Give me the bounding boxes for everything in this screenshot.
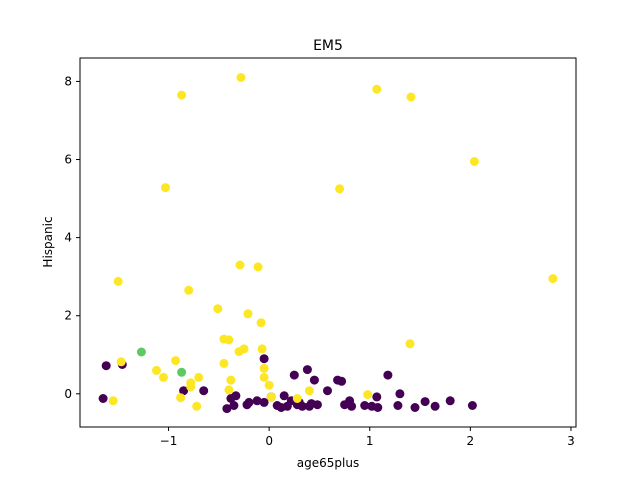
x-tick-label: 3 (567, 434, 575, 448)
data-point (337, 376, 347, 386)
data-point (244, 397, 254, 407)
data-point (179, 386, 189, 396)
y-tick-label: 6 (64, 153, 72, 167)
data-point (373, 403, 383, 412)
data-point (259, 397, 269, 407)
data-point (395, 389, 405, 399)
data-point (116, 357, 126, 367)
data-point (347, 401, 357, 411)
x-tick-label: 1 (366, 434, 374, 448)
data-point (192, 401, 202, 411)
data-point (229, 401, 239, 410)
data-point (264, 380, 274, 390)
data-point (98, 394, 108, 403)
data-point (222, 404, 232, 414)
data-point (236, 73, 246, 82)
data-point (259, 372, 269, 382)
data-point (101, 361, 111, 371)
data-point (312, 400, 322, 410)
data-point (159, 372, 168, 382)
data-point (136, 347, 146, 357)
data-point (226, 375, 236, 385)
x-axis-label: age65plus (297, 456, 359, 470)
y-tick-label: 0 (64, 387, 72, 401)
data-point (161, 183, 170, 193)
data-point (302, 365, 312, 375)
data-point (309, 375, 319, 385)
y-axis-label: Hispanic (41, 216, 55, 267)
data-point (335, 184, 345, 194)
data-point (186, 382, 196, 392)
data-point (383, 370, 393, 380)
data-point (469, 157, 479, 166)
data-point (176, 393, 186, 403)
data-point (548, 274, 558, 284)
plot-area-frame (79, 57, 577, 428)
data-point (194, 372, 204, 382)
data-point (231, 391, 241, 401)
y-axis: 0 2 4 6 8 (64, 74, 80, 401)
data-point (297, 401, 307, 411)
data-point (266, 392, 276, 402)
data-point (467, 401, 477, 410)
data-point (445, 396, 455, 406)
data-point (252, 396, 262, 406)
data-point (372, 84, 382, 94)
data-point (256, 318, 266, 328)
data-point (239, 344, 249, 354)
data-point (243, 309, 253, 319)
data-point (219, 358, 229, 368)
data-point (410, 403, 420, 412)
y-tick-label: 8 (64, 74, 72, 88)
data-point (152, 365, 161, 375)
data-point (177, 90, 187, 100)
data-point (177, 367, 187, 377)
data-point (108, 396, 118, 406)
chart-title: EM5 (313, 38, 343, 54)
data-point (171, 356, 181, 366)
data-point (224, 335, 234, 345)
data-point (393, 401, 403, 410)
data-point (259, 363, 269, 373)
data-point (323, 386, 332, 396)
data-point (289, 370, 299, 380)
data-point (113, 276, 123, 286)
data-point (235, 260, 245, 270)
y-tick-label: 2 (64, 309, 72, 323)
x-tick-label: 2 (467, 434, 475, 448)
data-point (372, 392, 382, 402)
data-point (405, 339, 415, 349)
x-tick-label: 0 (265, 434, 273, 448)
data-points (98, 73, 558, 414)
data-point (360, 401, 370, 410)
data-point (224, 385, 234, 395)
data-point (279, 391, 289, 401)
x-tick-label: −1 (160, 434, 178, 448)
data-point (363, 390, 373, 400)
data-point (259, 354, 269, 364)
data-point (292, 394, 302, 403)
data-point (184, 285, 194, 295)
data-point (253, 262, 263, 272)
data-point (406, 92, 416, 102)
data-point (199, 386, 209, 396)
data-point (257, 344, 267, 354)
y-tick-label: 4 (64, 231, 72, 245)
data-point (420, 397, 430, 407)
data-point (430, 401, 440, 411)
x-axis: −1 0 1 2 3 (160, 427, 575, 448)
data-point (213, 304, 223, 314)
data-point (304, 386, 314, 396)
